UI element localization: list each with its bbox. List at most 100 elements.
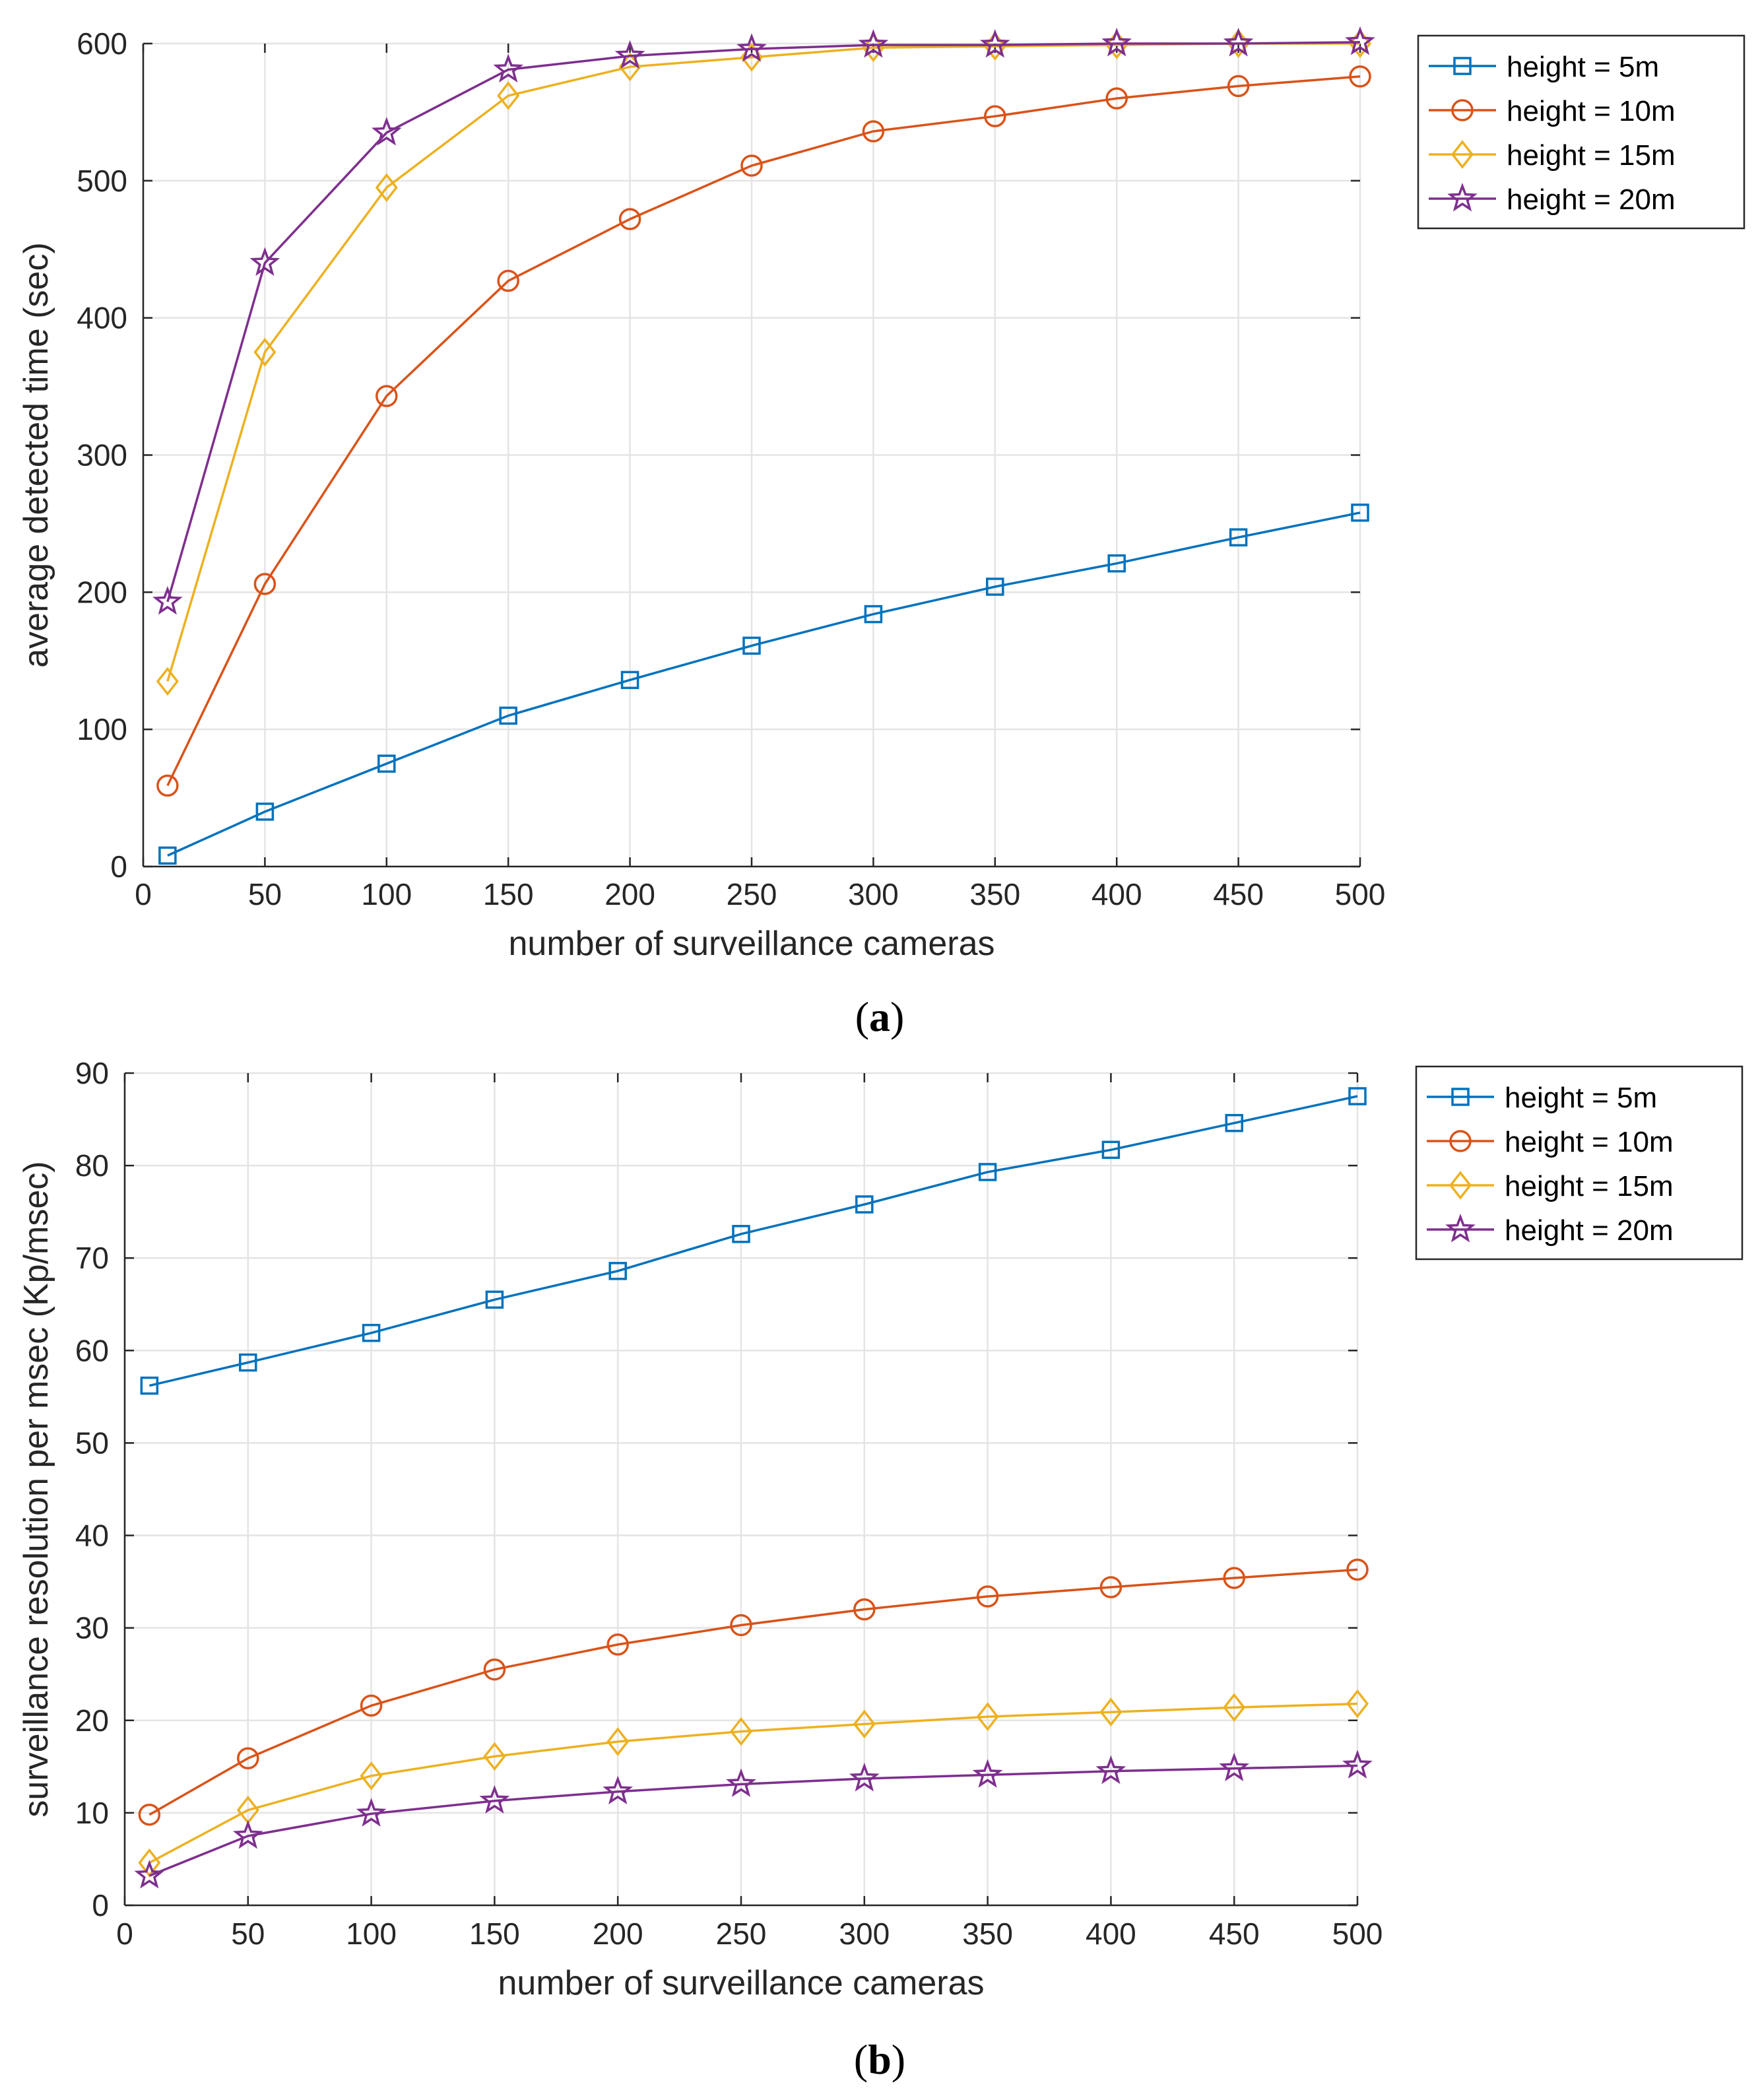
legend-marker-diamond xyxy=(1450,140,1474,169)
x-tick-label: 450 xyxy=(1213,877,1264,911)
x-tick-label: 150 xyxy=(483,877,534,911)
y-tick-label: 0 xyxy=(92,1888,109,1922)
chart-b: 0 50 100 150 200 250 300 350 400 450 500 0 10 20 30 40 5… xyxy=(17,1056,1744,2002)
y-tick-label: 400 xyxy=(77,301,127,335)
legend-marker-circle xyxy=(1451,99,1474,121)
legend: height = 5m height = 10m height = 15m heigh… xyxy=(1417,34,1745,230)
data-point-star xyxy=(371,117,402,146)
legend-marker-circle xyxy=(1449,1130,1472,1152)
data-point-square xyxy=(1351,504,1369,522)
y-tick-label: 70 xyxy=(75,1241,109,1275)
y-tick-label: 90 xyxy=(75,1056,109,1090)
y-tick-label: 0 xyxy=(110,849,127,884)
data-point-square xyxy=(140,1376,159,1395)
x-tick-label: 300 xyxy=(839,1917,890,1951)
data-point-square xyxy=(485,1290,504,1309)
y-axis-label: average detected time (sec) xyxy=(17,242,55,668)
data-point-star xyxy=(726,1768,756,1797)
data-point-square xyxy=(732,1225,750,1243)
x-tick-label: 0 xyxy=(135,877,152,911)
data-point-circle xyxy=(606,1633,629,1656)
data-point-diamond xyxy=(729,1717,753,1746)
data-point-circle xyxy=(1349,65,1371,88)
x-tick-label: 400 xyxy=(1092,877,1142,911)
data-point-circle xyxy=(730,1614,752,1637)
series-line xyxy=(166,41,1361,603)
data-point-square xyxy=(742,636,761,655)
x-axis-label: number of surveillance cameras xyxy=(498,1964,985,2002)
y-tick-label: 600 xyxy=(77,26,127,61)
x-tick-label: 500 xyxy=(1332,1917,1383,1951)
data-point-diamond xyxy=(983,32,1006,61)
data-point-circle xyxy=(1099,1576,1123,1598)
x-tick-label: 50 xyxy=(231,1917,265,1951)
data-point-square xyxy=(986,577,1004,596)
data-point-square xyxy=(255,803,275,821)
data-point-circle xyxy=(618,208,641,230)
series-diamond xyxy=(138,1689,1369,1878)
y-tick-label: 60 xyxy=(75,1333,109,1367)
y-tick-label: 30 xyxy=(75,1611,109,1645)
data-point-star xyxy=(1223,28,1254,57)
data-point-circle xyxy=(1223,1567,1245,1589)
x-tick-label: 50 xyxy=(248,877,282,911)
legend-marker-square xyxy=(1451,1088,1470,1106)
data-point-star xyxy=(1101,28,1132,57)
x-tick-label: 450 xyxy=(1209,1917,1260,1951)
data-point-square xyxy=(362,1323,381,1342)
data-point-star xyxy=(1219,1752,1250,1782)
data-point-square xyxy=(499,706,517,725)
data-point-circle xyxy=(375,385,398,407)
y-tick-label: 20 xyxy=(75,1703,109,1738)
x-tick-label: 300 xyxy=(848,877,899,911)
data-point-circle xyxy=(156,774,179,797)
data-point-square xyxy=(377,754,396,773)
data-point-diamond xyxy=(976,1702,999,1732)
legend-entry: height = 10m xyxy=(1505,1126,1674,1158)
data-point-circle xyxy=(853,1598,876,1621)
data-point-star xyxy=(1345,26,1375,55)
data-point-square xyxy=(864,605,883,624)
legend-marker-star xyxy=(1445,1214,1476,1243)
x-tick-label: 400 xyxy=(1086,1917,1136,1951)
x-tick-label: 350 xyxy=(962,1917,1013,1951)
data-point-square xyxy=(1229,528,1248,546)
legend-entry: height = 5m xyxy=(1507,51,1659,83)
x-tick-label: 250 xyxy=(716,1917,767,1951)
x-tick-label: 150 xyxy=(469,1917,520,1951)
data-point-diamond xyxy=(1223,1693,1246,1723)
data-point-star xyxy=(493,53,524,82)
data-point-circle xyxy=(483,1658,506,1681)
data-point-circle xyxy=(1227,75,1250,98)
data-point-circle xyxy=(138,1803,161,1826)
series-line xyxy=(148,1764,1358,1877)
data-point-diamond xyxy=(1346,1689,1369,1719)
data-point-diamond xyxy=(497,81,520,110)
x-tick-label: 350 xyxy=(969,877,1020,911)
y-tick-label: 300 xyxy=(77,438,127,473)
y-tick-label: 80 xyxy=(75,1148,109,1183)
data-point-circle xyxy=(237,1747,259,1769)
y-tick-label: 50 xyxy=(75,1426,109,1460)
legend-entry: height = 20m xyxy=(1507,183,1676,216)
x-tick-label: 500 xyxy=(1335,877,1386,911)
x-tick-label: 200 xyxy=(593,1917,643,1951)
series-line xyxy=(148,1568,1358,1816)
data-point-diamond xyxy=(862,33,885,63)
data-point-square xyxy=(855,1195,874,1214)
data-point-diamond xyxy=(156,667,179,696)
legend-entry: height = 15m xyxy=(1505,1170,1674,1202)
data-point-star xyxy=(1342,1750,1373,1779)
data-point-square xyxy=(158,846,177,865)
x-tick-label: 250 xyxy=(727,877,777,911)
data-point-diamond xyxy=(1099,1697,1123,1727)
y-tick-label: 200 xyxy=(77,575,127,609)
caption-a: (a) xyxy=(855,993,905,1040)
y-tick-label: 10 xyxy=(75,1796,109,1830)
data-point-star xyxy=(479,1785,510,1814)
data-point-circle xyxy=(740,154,763,177)
data-point-star xyxy=(1095,1755,1126,1785)
x-tick-label: 0 xyxy=(116,1917,133,1951)
legend-entry: height = 10m xyxy=(1507,95,1676,127)
